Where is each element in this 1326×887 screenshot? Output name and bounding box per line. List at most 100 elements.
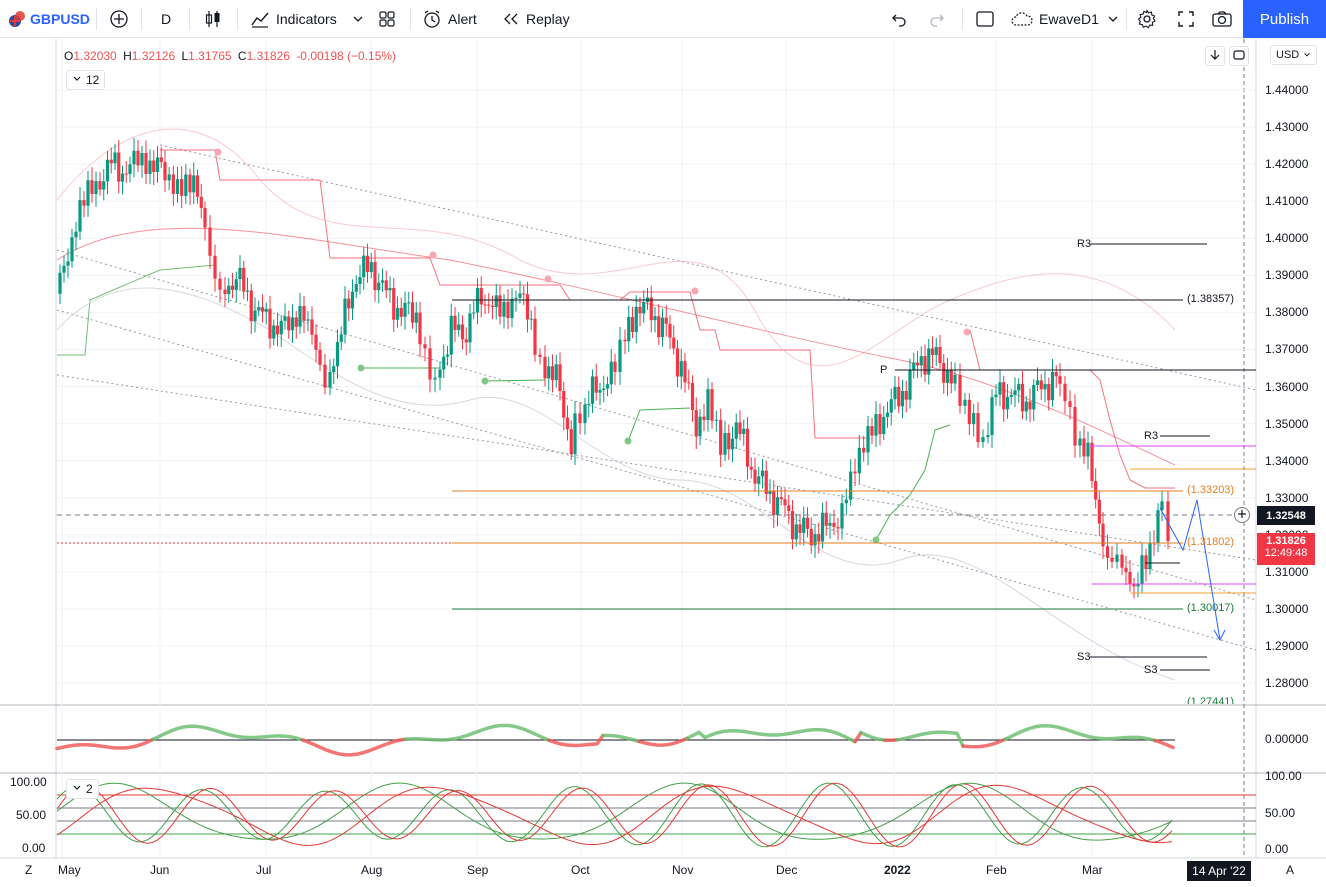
momentum-line	[601, 733, 641, 744]
bearish-candle	[738, 422, 742, 434]
bearish-candle	[809, 528, 813, 546]
bullish-candle	[547, 366, 551, 379]
bullish-candle	[857, 447, 861, 474]
templates-button[interactable]	[377, 0, 397, 38]
arrow-down-icon	[1210, 49, 1220, 64]
publish-label: Publish	[1259, 10, 1310, 28]
bearish-candle	[558, 364, 562, 391]
divider	[962, 8, 963, 30]
bearish-candle	[550, 366, 555, 381]
bullish-candle	[283, 316, 287, 321]
add-alert-button[interactable]	[1234, 507, 1250, 523]
layout-dropdown[interactable]	[1107, 0, 1119, 38]
bullish-candle	[653, 316, 657, 321]
bullish-candle	[723, 433, 727, 455]
bullish-candle	[849, 471, 853, 500]
bullish-candle	[414, 312, 418, 323]
bullish-candle	[927, 348, 931, 375]
bearish-candle	[764, 470, 768, 495]
cloud-icon	[1010, 10, 1034, 28]
bearish-candle	[749, 466, 753, 470]
oscillator-collapse-button[interactable]: 2	[66, 779, 99, 799]
bearish-candle	[798, 524, 802, 533]
symbol-name: GBPUSD	[30, 11, 90, 27]
grid-lines	[57, 40, 1255, 857]
bullish-candle	[1043, 384, 1047, 390]
bearish-candle	[152, 160, 156, 173]
bearish-candle	[710, 389, 714, 421]
bearish-candle	[1082, 438, 1086, 457]
indicators-icon	[250, 9, 270, 29]
bearish-candle	[690, 383, 695, 411]
camera-icon	[1211, 9, 1233, 29]
bullish-candle	[634, 306, 638, 332]
bullish-candle	[757, 476, 761, 484]
layout-button[interactable]: EwaveD1	[1010, 0, 1099, 38]
scroll-down-button[interactable]	[1205, 46, 1225, 66]
high-value: 1.32126	[131, 49, 176, 63]
momentum-line	[55, 737, 155, 751]
sar-dot	[214, 148, 222, 156]
bullish-candle	[192, 175, 196, 193]
time-axis-label: Sep	[467, 863, 489, 877]
symbol-search[interactable]: GBPUSD	[8, 0, 90, 38]
indicators-dropdown[interactable]	[352, 0, 364, 38]
bullish-candle	[457, 324, 461, 330]
bullish-candle	[354, 283, 358, 292]
stochastic-line	[56, 784, 1173, 846]
last-price: 1.31826	[1266, 535, 1306, 547]
level-label: (1.27441)	[1187, 696, 1235, 704]
bullish-candle	[74, 231, 78, 238]
support-step-line	[57, 264, 216, 356]
resistance-step-line	[969, 329, 1175, 489]
compare-button[interactable]	[109, 0, 129, 38]
bullish-candle	[882, 416, 886, 435]
undo-button[interactable]	[890, 0, 908, 38]
bearish-candle	[1105, 546, 1110, 558]
bullish-candle	[734, 422, 738, 439]
snapshot-button[interactable]	[1211, 0, 1233, 38]
bearish-candle	[1132, 584, 1136, 587]
fullscreen-button[interactable]	[1176, 0, 1196, 38]
top-toolbar: GBPUSD D Indicators Alert	[0, 0, 1326, 38]
indicators-collapse-button[interactable]: 12	[66, 70, 106, 90]
bullish-candle	[339, 334, 343, 342]
interval-button[interactable]: D	[161, 0, 171, 38]
bearish-candle	[423, 344, 427, 349]
pivot-label: R3	[1144, 430, 1159, 442]
undo-icon	[890, 10, 908, 28]
bearish-candle	[506, 301, 510, 319]
publish-button[interactable]: Publish	[1243, 0, 1326, 38]
bullish-candle	[840, 503, 844, 529]
fullscreen-select-button[interactable]	[975, 0, 995, 38]
zoom-button[interactable]: Z	[25, 863, 33, 877]
bullish-candle	[1050, 371, 1055, 401]
momentum-line	[961, 737, 1007, 749]
currency-select[interactable]: USD	[1270, 45, 1318, 65]
pivot-label: S3	[1077, 651, 1091, 663]
maximize-pane-button[interactable]	[1229, 46, 1249, 66]
bar-countdown: 12:49:48	[1264, 547, 1308, 559]
bearish-candle	[817, 534, 821, 542]
osc2-axis-label: 100.00	[1265, 769, 1302, 783]
bearish-candle	[98, 181, 102, 190]
bullish-candle	[227, 285, 231, 295]
envelope-lower	[56, 287, 1176, 681]
settings-button[interactable]	[1137, 0, 1157, 38]
indicators-button[interactable]: Indicators	[250, 0, 337, 38]
chart-canvas[interactable]	[0, 39, 1326, 887]
time-axis-label: Oct	[571, 863, 590, 877]
bullish-candle	[1013, 390, 1017, 395]
sar-dot	[872, 536, 880, 544]
bearish-candle	[275, 325, 280, 335]
stochastic-line	[56, 782, 1173, 848]
replay-button[interactable]: Replay	[502, 0, 570, 38]
price-axis-label: 1.39000	[1265, 268, 1309, 283]
bullish-candle	[602, 388, 606, 391]
chart-type-button[interactable]	[203, 0, 223, 38]
alert-button[interactable]: Alert	[422, 0, 477, 38]
auto-scale-button[interactable]: A	[1286, 863, 1295, 877]
redo-button[interactable]	[928, 0, 946, 38]
last-price-tag: 1.31826 12:49:48	[1257, 533, 1315, 565]
bearish-candle	[392, 287, 396, 320]
